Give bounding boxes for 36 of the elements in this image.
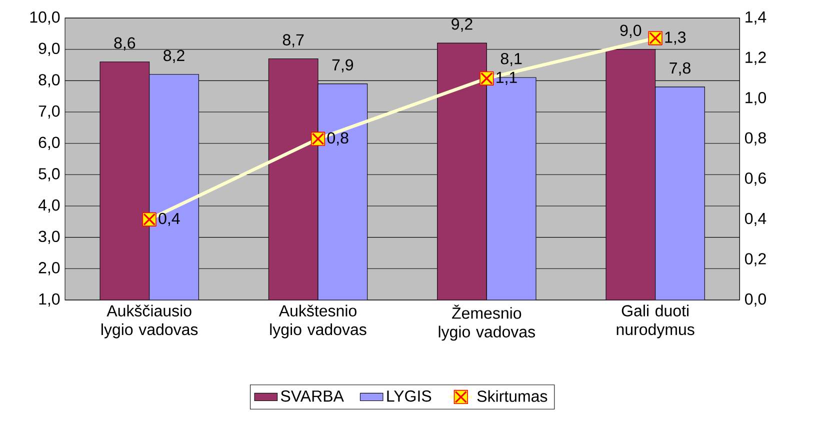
data-label: 1,3 [665, 32, 686, 45]
data-label: 8,2 [164, 50, 184, 64]
x-tick-label: Žemesnio lygio vadovas [438, 304, 535, 341]
y-tick-label: 6,0 [38, 136, 60, 150]
y-tick-label: 8,0 [38, 74, 60, 88]
data-label: 9,0 [620, 24, 642, 38]
y-tick-label: 2,0 [38, 262, 60, 276]
data-label: 8,6 [114, 37, 136, 50]
y2-tick-label: 0,4 [745, 212, 766, 226]
y-tick-label: 4,0 [38, 199, 60, 213]
legend-label: LYGIS [387, 390, 432, 402]
legend-label: SVARBA [280, 390, 344, 402]
data-label: 7,8 [670, 62, 690, 76]
y2-tick-label: 1,4 [746, 11, 766, 25]
x-tick-label: Gali duoti nurodymus [616, 304, 694, 338]
y-tick-label: 3,0 [38, 230, 60, 244]
data-label: 9,2 [452, 18, 472, 32]
y-tick-label: 1,0 [39, 293, 60, 307]
x-tick-label: Aukštesnio lygio vadovas [270, 304, 366, 338]
y2-tick-label: 0,0 [745, 293, 766, 307]
y-tick-label: 10,0 [30, 11, 60, 25]
data-label: 0,8 [327, 132, 348, 146]
data-label: 7,9 [332, 59, 354, 72]
legend-label: Skirtumas [477, 390, 548, 402]
data-label: 8,1 [500, 52, 522, 66]
y-tick-label: 9,0 [38, 42, 60, 56]
y-tick-label: 7,0 [38, 105, 60, 119]
x-tick-label: Aukščiausio lygio vadovas [102, 304, 198, 338]
y2-tick-label: 1,0 [746, 92, 766, 106]
data-label: 8,7 [282, 34, 304, 48]
y2-tick-label: 0,6 [745, 172, 766, 186]
y2-tick-label: 0,8 [745, 132, 766, 146]
y2-tick-label: 1,2 [746, 52, 766, 65]
data-label: 0,4 [158, 212, 180, 226]
y-tick-label: 5,0 [38, 168, 60, 182]
y2-tick-label: 0,2 [745, 253, 766, 266]
